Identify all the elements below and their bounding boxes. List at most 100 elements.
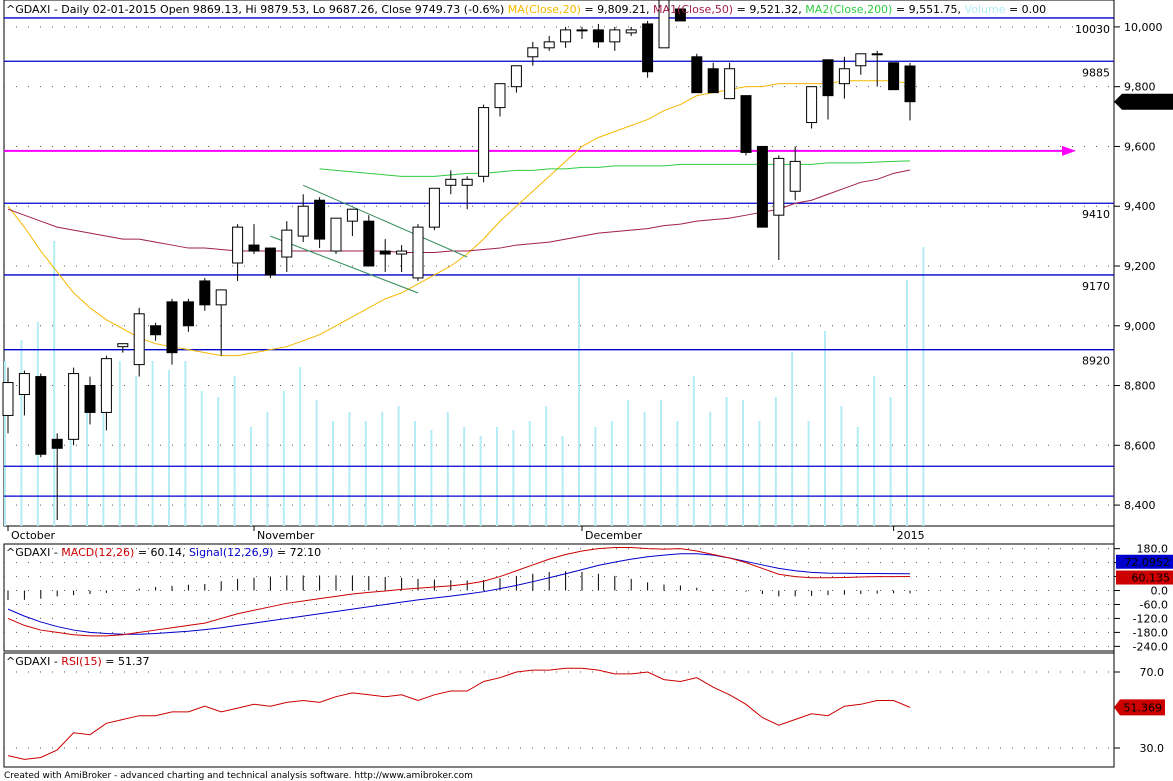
price-panel-frame [3, 0, 1115, 527]
signal-line [7, 553, 911, 635]
price-header: ^GDAXI - Daily 02-01-2015 Open 9869.13, … [6, 3, 1046, 16]
candle-body [478, 107, 490, 177]
candle-body [232, 226, 244, 264]
price-tick-label: 10,000 [1124, 21, 1163, 34]
month-label: October [11, 529, 55, 542]
candle-body [199, 280, 211, 306]
price-tick-label: 8,600 [1124, 439, 1156, 452]
price-tick-label: 9,200 [1124, 260, 1156, 273]
candle-body [379, 250, 391, 255]
candle-body [740, 95, 752, 153]
candle-body [461, 178, 473, 186]
rsi-panel-frame [3, 652, 1115, 768]
signal-last-label: 72.0952 [1125, 556, 1171, 569]
channel-line [270, 235, 419, 294]
macd-tick-label: -180.0 [1133, 626, 1168, 639]
candle-body [773, 157, 785, 216]
arrow-head [1062, 145, 1076, 156]
candle-body [396, 250, 408, 255]
candle-body [2, 382, 14, 416]
candle-body [707, 68, 719, 94]
rsi-tick-label: 70.0 [1140, 666, 1165, 679]
candle-body [855, 53, 867, 67]
grid-dots [4, 26, 1114, 506]
volume-value: = 0.00 [1005, 3, 1046, 16]
macd-tick-label: -60.0 [1140, 598, 1168, 611]
rsi-last-tag [1114, 699, 1165, 716]
price-tick-label: 8,800 [1124, 380, 1156, 393]
volume-label: Volume [965, 3, 1006, 16]
month-labels: October November December 2015 [7, 526, 925, 542]
ma200-label: MA2(Close,200) [805, 3, 892, 16]
macd-last-label: 60.135 [1132, 572, 1171, 585]
candle-body [330, 217, 342, 252]
candle-body [150, 325, 162, 336]
month-label: December [585, 529, 643, 542]
candle-body [724, 68, 736, 100]
price-tick-label: 9,800 [1124, 81, 1156, 94]
candle-body [494, 83, 506, 109]
candle-body [888, 62, 900, 91]
candle-body [822, 59, 834, 97]
candle-body [363, 220, 375, 267]
candle-body [543, 41, 555, 49]
candle-body [133, 313, 145, 366]
candle-body [609, 29, 621, 43]
level-label: 9885 [1082, 66, 1110, 79]
price-header-info: - Daily 02-01-2015 Open 9869.13, Hi 9879… [50, 3, 507, 16]
macd-tick-label: -120.0 [1133, 612, 1168, 625]
price-tick-label: 9,400 [1124, 200, 1156, 213]
candle-body [756, 145, 768, 228]
candle-body [314, 199, 326, 240]
signal-label: Signal(12,26,9) [189, 546, 273, 559]
candle-body [18, 373, 30, 396]
candle-body [625, 29, 637, 34]
ma20-value: = 9,809.21, [581, 3, 653, 16]
price-tick-label: 9,000 [1124, 320, 1156, 333]
candle-body [248, 244, 260, 252]
candle-body [84, 385, 96, 413]
price-header-symbol: ^GDAXI [6, 3, 50, 16]
ma200-value: = 9,551.75, [892, 3, 964, 16]
candle-body [576, 29, 588, 32]
ma200-line [319, 160, 911, 177]
macd-last-tag [1116, 570, 1173, 585]
candle-body [838, 68, 850, 85]
macd-line [7, 546, 911, 637]
channel-line [302, 184, 468, 258]
rsi-header: ^GDAXI - RSI(15) = 51.37 [6, 655, 149, 668]
candle-body [445, 178, 457, 186]
candle-body [560, 29, 572, 43]
macd-header: ^GDAXI - MACD(12,26) = 60.14, Signal(12,… [6, 546, 321, 559]
macd-panel-frame [3, 543, 1115, 652]
candle-body [182, 301, 194, 327]
candle-body [412, 226, 424, 279]
candle-body [264, 247, 276, 276]
candle-body [215, 289, 227, 306]
candle-body [527, 47, 539, 58]
ma20-label: MA(Close,20) [508, 3, 581, 16]
volume-bars [4, 241, 925, 526]
candle-body [281, 229, 293, 258]
candle-body [642, 23, 654, 73]
rsi-header-symbol: ^GDAXI [6, 655, 50, 668]
candle-body [806, 86, 818, 124]
macd-tick-label: 180.0 [1137, 543, 1169, 556]
level-label: 10030 [1075, 23, 1110, 36]
candle-body [68, 373, 80, 440]
candlesticks [2, 0, 916, 521]
candle-body [346, 208, 358, 222]
month-label: 2015 [897, 529, 925, 542]
horizontal-levels: 10030 9885 9410 9170 8920 [4, 17, 1114, 497]
candle-body [592, 29, 604, 43]
candle-body [691, 56, 703, 94]
candle-body [510, 65, 522, 88]
macd-header-symbol: ^GDAXI [6, 546, 50, 559]
rsi-plot: 70.0 30.0 51.369 [4, 666, 1165, 760]
signal-last-tag [1116, 554, 1173, 569]
month-label: November [257, 529, 315, 542]
price-tick-label: 9,600 [1124, 140, 1156, 153]
last-price-label: 9,749.73 [1124, 96, 1173, 109]
ma50-value: = 9,521.32, [733, 3, 805, 16]
